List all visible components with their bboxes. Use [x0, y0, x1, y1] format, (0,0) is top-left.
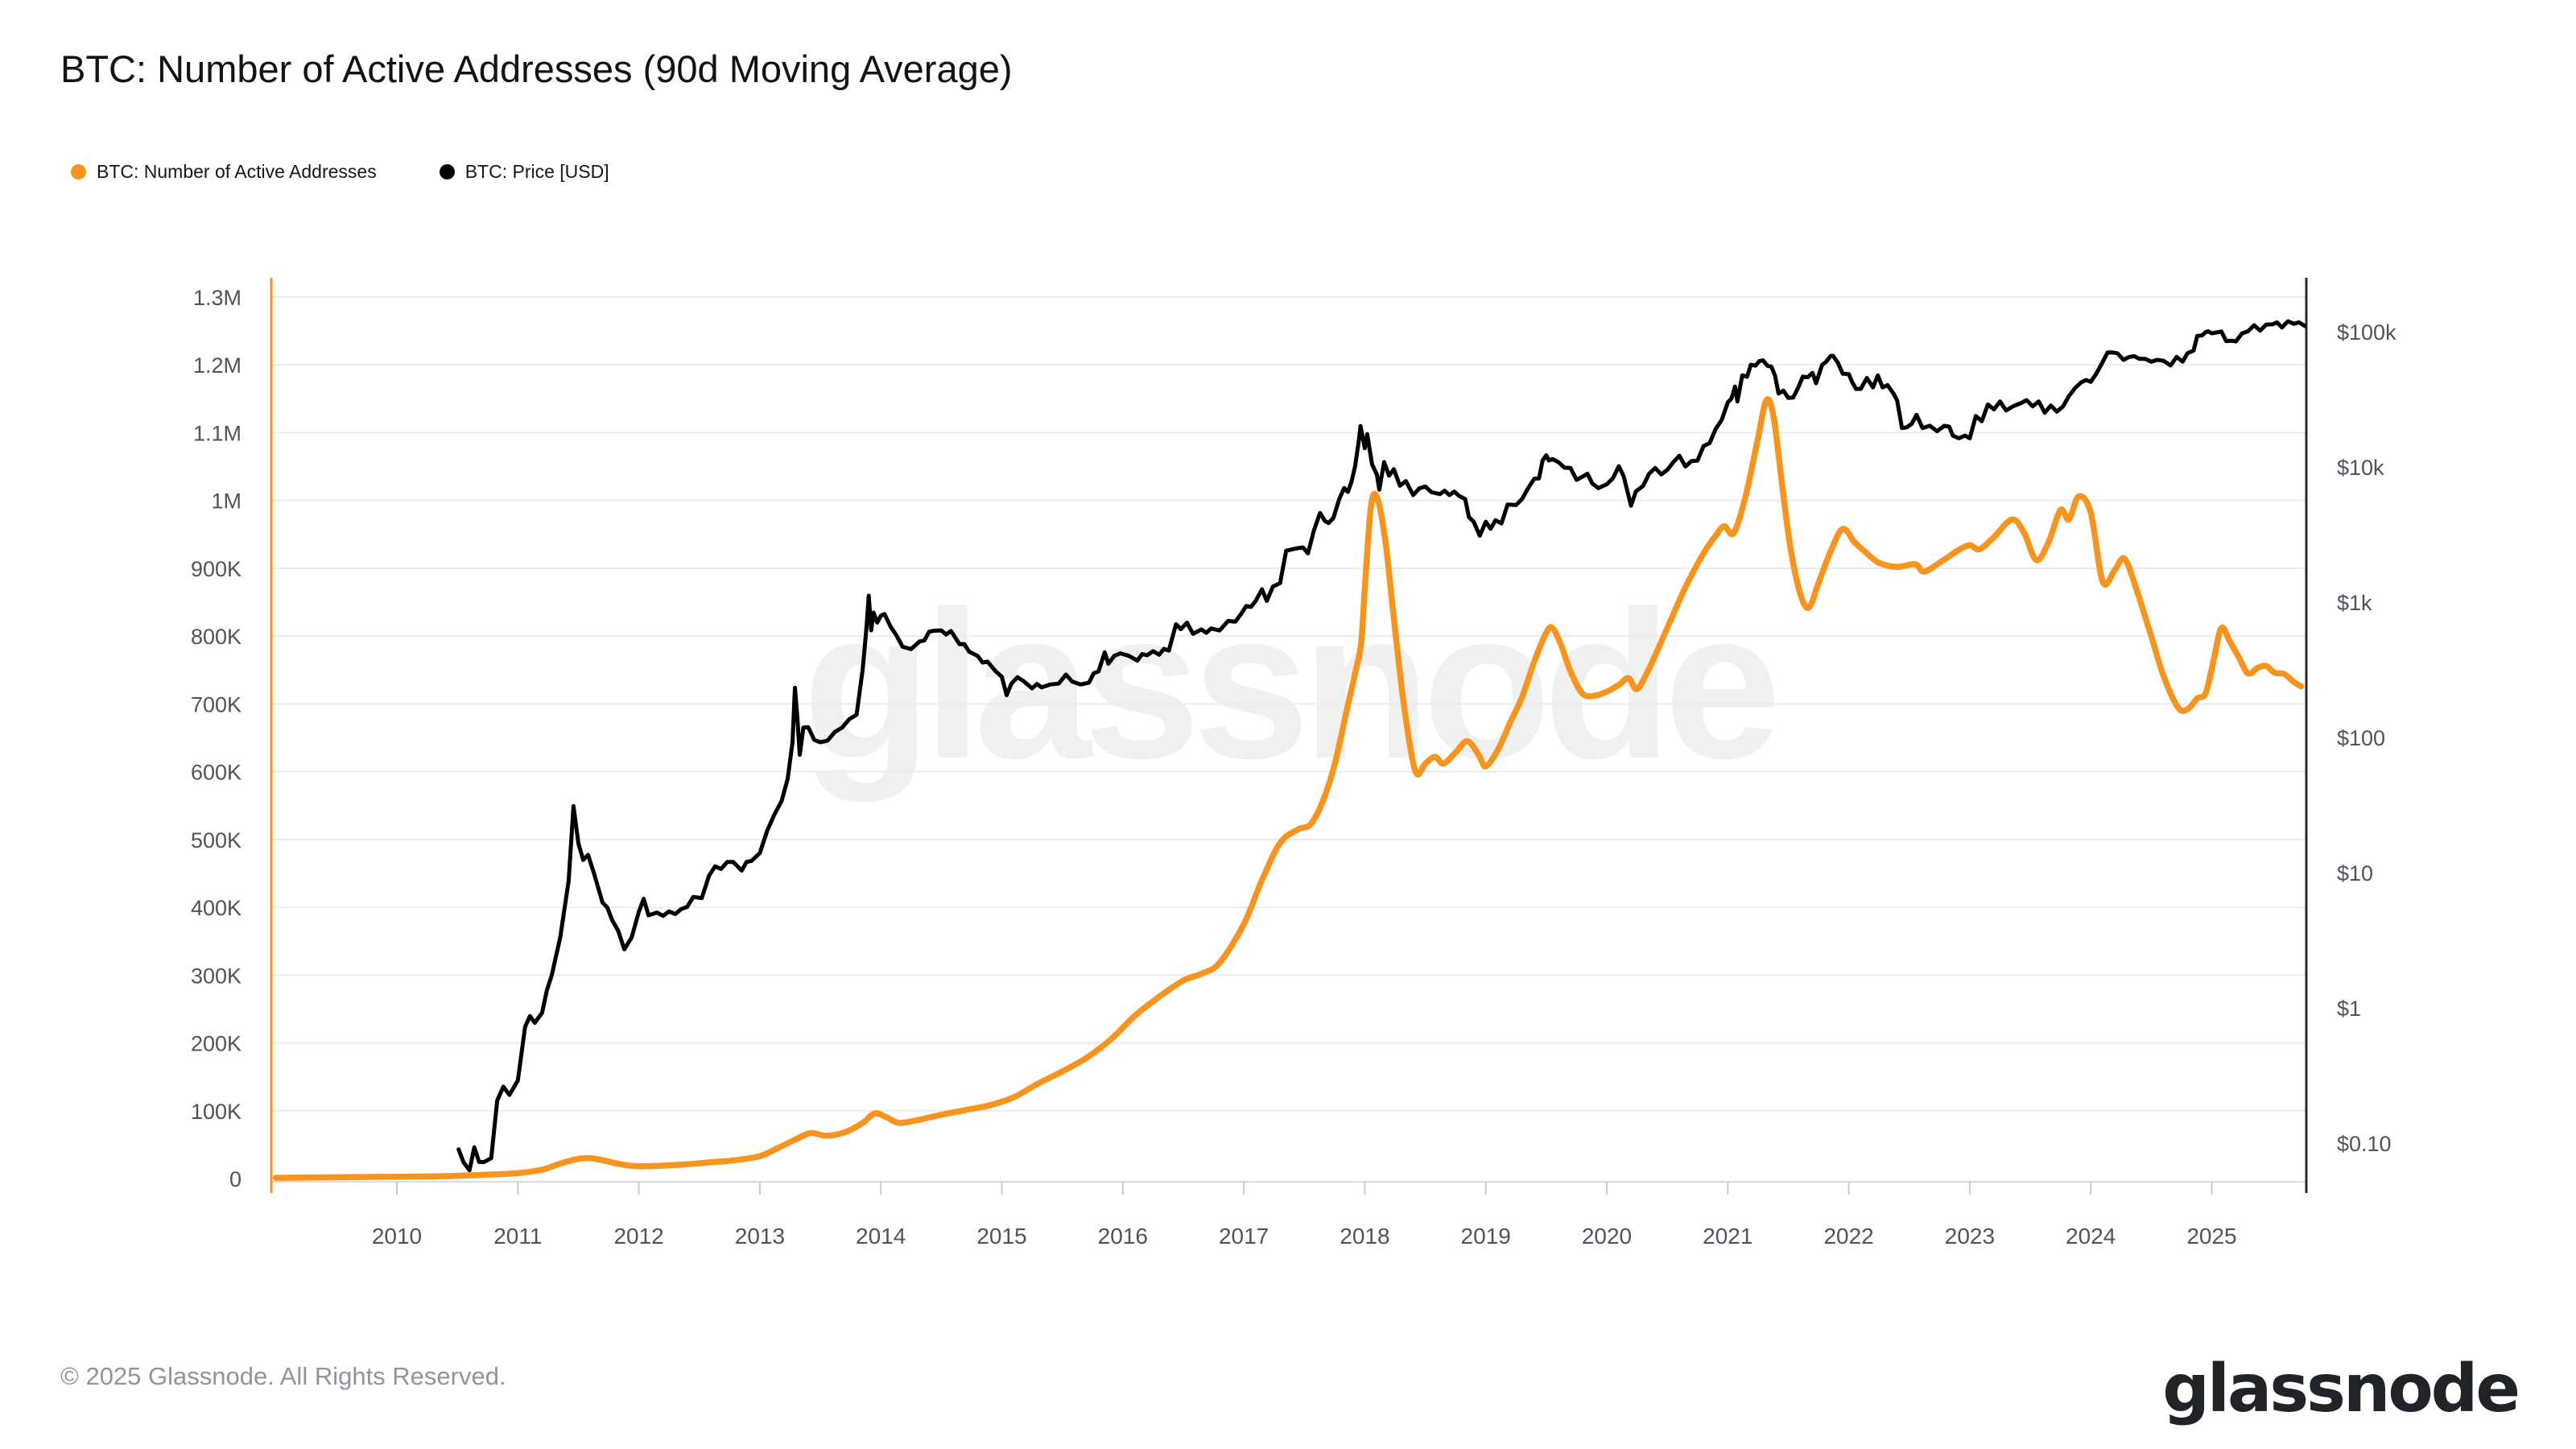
- left-axis-tick-label: 200K: [191, 1032, 242, 1056]
- x-axis-year-label: 2012: [613, 1224, 663, 1249]
- left-axis-tick-label: 0: [229, 1167, 242, 1191]
- x-axis-year-label: 2017: [1219, 1224, 1269, 1249]
- left-axis-tick-label: 900K: [191, 557, 242, 581]
- left-axis-tick-label: 700K: [191, 692, 242, 716]
- left-axis-tick-label: 400K: [191, 896, 242, 920]
- left-axis-tick-label: 500K: [191, 828, 242, 852]
- gridlines: [271, 296, 2306, 1112]
- right-axis-tick-label: $10: [2337, 861, 2373, 886]
- x-axis-year-label: 2022: [1823, 1224, 1873, 1249]
- x-axis-year-label: 2011: [493, 1224, 542, 1249]
- legend-label: BTC: Price [USD]: [464, 161, 609, 182]
- legend-item-active-addresses[interactable]: BTC: Number of Active Addresses: [71, 161, 377, 183]
- legend-dot-price-icon: [439, 164, 455, 180]
- left-axis-tick-label: 100K: [191, 1100, 242, 1124]
- x-axis-year-label: 2014: [856, 1224, 906, 1249]
- x-axis-year-label: 2024: [2066, 1224, 2116, 1249]
- series-layer: [272, 319, 2306, 1181]
- x-axis: 2010 2011 2012 2013 2014 2015 2016 2017 2018 2019…: [271, 1181, 2306, 1249]
- copyright-text: © 2025 Glassnode. All Rights Reserved.: [60, 1362, 506, 1390]
- right-axis-tick-label: $1: [2337, 997, 2361, 1021]
- x-axis-year-label: 2015: [976, 1224, 1026, 1249]
- left-axis-tick-label: 600K: [191, 761, 242, 785]
- page-title: BTC: Number of Active Addresses (90d Mov…: [60, 47, 1013, 90]
- left-axis-tick-label: 1.3M: [193, 286, 242, 310]
- x-axis-year-label: 2023: [1945, 1224, 1995, 1249]
- left-axis-tick-label: 1.2M: [193, 353, 242, 378]
- x-axis-year-label: 2021: [1703, 1224, 1752, 1249]
- left-axis-tick-label: 1M: [211, 489, 242, 514]
- legend-dot-active-addresses-icon: [71, 164, 86, 180]
- series-line-active-addresses[interactable]: [272, 396, 2305, 1181]
- x-axis-year-label: 2010: [372, 1224, 422, 1249]
- left-axis-tick-label: 800K: [191, 625, 242, 649]
- legend-item-price[interactable]: BTC: Price [USD]: [439, 161, 609, 183]
- left-axis-tick-label: 1.1M: [193, 421, 242, 445]
- legend-label: BTC: Number of Active Addresses: [97, 161, 377, 182]
- x-axis-year-label: 2019: [1461, 1224, 1511, 1249]
- right-axis-tick-label: $100: [2337, 726, 2385, 750]
- x-axis-year-label: 2016: [1098, 1224, 1148, 1249]
- axis-tick-labels: 0 100K 200K 300K 400K 500K 600K 700K 800K 900K 1M 1…: [191, 286, 2396, 1191]
- legend: BTC: Number of Active Addresses BTC: Pri…: [71, 161, 609, 183]
- right-axis-tick-label: $10k: [2337, 456, 2384, 480]
- x-axis-year-label: 2018: [1340, 1224, 1389, 1249]
- series-line-price[interactable]: [456, 319, 2306, 1173]
- glassnode-logo: glassnode: [2162, 1351, 2520, 1427]
- left-axis-tick-label: 300K: [191, 964, 242, 988]
- right-axis-tick-label: $100k: [2337, 320, 2396, 345]
- right-axis-tick-label: $1k: [2337, 591, 2372, 615]
- right-axis-tick-label: $0.10: [2337, 1132, 2392, 1156]
- x-axis-year-label: 2025: [2186, 1224, 2236, 1249]
- x-axis-year-label: 2020: [1582, 1224, 1632, 1249]
- x-axis-year-label: 2013: [735, 1224, 785, 1249]
